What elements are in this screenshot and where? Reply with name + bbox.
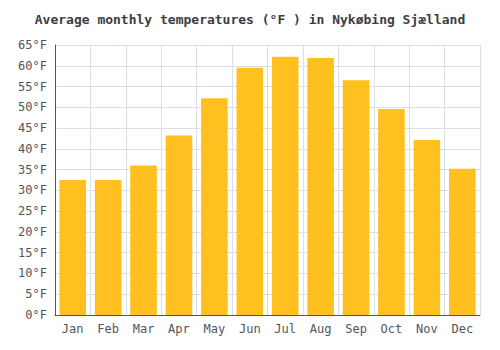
svg-text:Average monthly temperatures (: Average monthly temperatures (°F ) in Ny… (35, 12, 465, 27)
svg-text:35°F: 35°F (18, 163, 47, 177)
svg-text:Sep: Sep (345, 322, 367, 336)
svg-text:Nov: Nov (416, 322, 438, 336)
svg-text:30°F: 30°F (18, 183, 47, 197)
svg-text:20°F: 20°F (18, 225, 47, 239)
svg-text:Dec: Dec (451, 322, 473, 336)
svg-text:25°F: 25°F (18, 204, 47, 218)
svg-text:Mar: Mar (133, 322, 155, 336)
svg-text:Jul: Jul (274, 322, 296, 336)
svg-text:60°F: 60°F (18, 59, 47, 73)
svg-text:Feb: Feb (97, 322, 119, 336)
svg-text:Aug: Aug (310, 322, 332, 336)
svg-text:55°F: 55°F (18, 80, 47, 94)
svg-text:15°F: 15°F (18, 246, 47, 260)
svg-text:Oct: Oct (381, 322, 403, 336)
svg-text:Apr: Apr (168, 322, 190, 336)
svg-text:0°F: 0°F (25, 308, 47, 322)
svg-text:50°F: 50°F (18, 100, 47, 114)
svg-text:Jun: Jun (239, 322, 261, 336)
svg-text:40°F: 40°F (18, 142, 47, 156)
svg-text:5°F: 5°F (25, 287, 47, 301)
svg-text:65°F: 65°F (18, 38, 47, 52)
svg-text:10°F: 10°F (18, 266, 47, 280)
svg-text:45°F: 45°F (18, 121, 47, 135)
svg-text:Jan: Jan (62, 322, 84, 336)
svg-text:May: May (204, 322, 226, 336)
